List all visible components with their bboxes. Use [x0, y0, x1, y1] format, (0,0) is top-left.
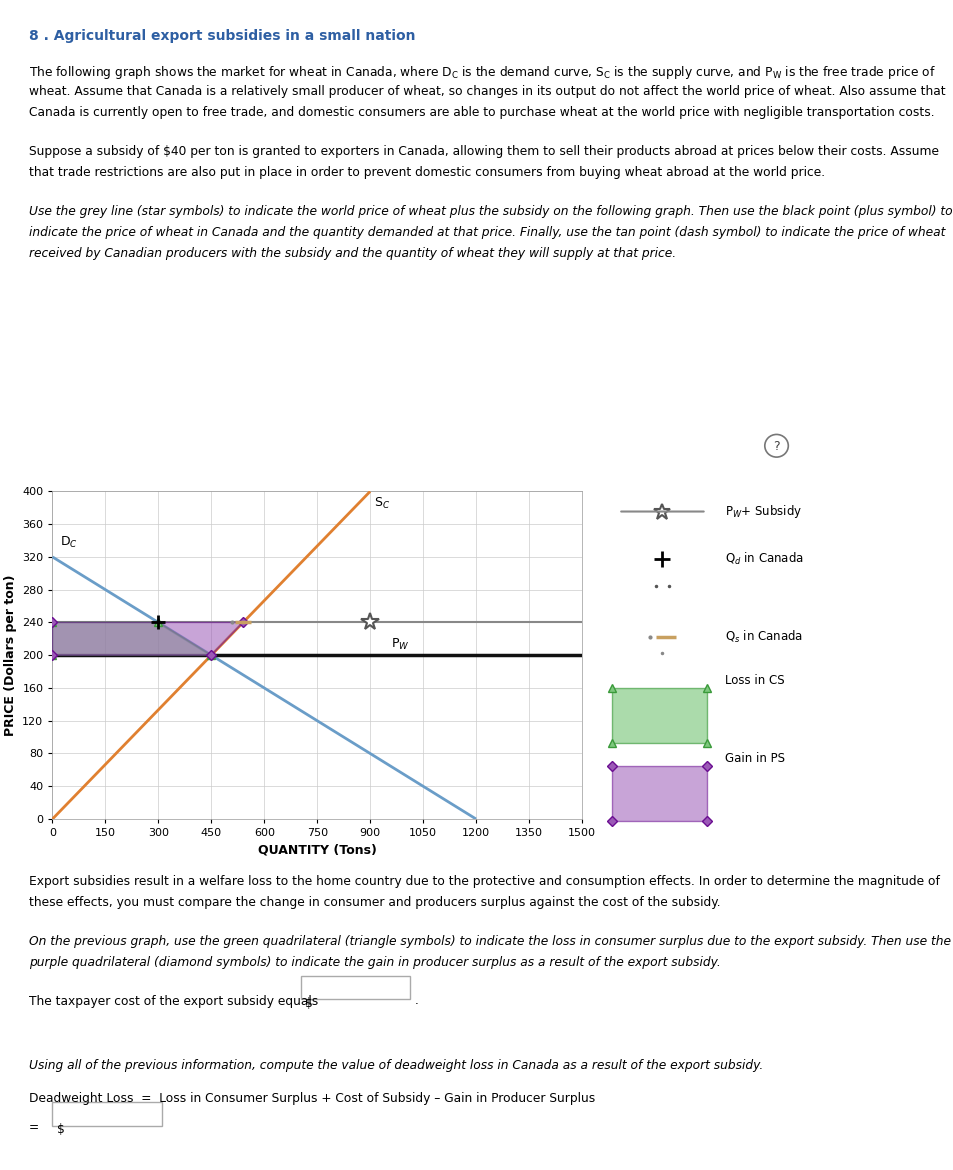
Text: .: .: [415, 994, 418, 1007]
Text: that trade restrictions are also put in place in order to prevent domestic consu: that trade restrictions are also put in …: [29, 166, 824, 179]
Text: Loss in CS: Loss in CS: [724, 674, 784, 687]
Text: Deadweight Loss  =  Loss in Consumer Surplus + Cost of Subsidy – Gain in Produce: Deadweight Loss = Loss in Consumer Surpl…: [29, 1092, 595, 1104]
Text: Canada is currently open to free trade, and domestic consumers are able to purch: Canada is currently open to free trade, …: [29, 106, 933, 119]
Text: Suppose a subsidy of $40 per ton is granted to exporters in Canada, allowing the: Suppose a subsidy of $40 per ton is gran…: [29, 145, 938, 158]
Text: D$_C$: D$_C$: [59, 535, 77, 550]
Text: ?: ?: [773, 440, 779, 453]
Polygon shape: [52, 622, 243, 655]
Text: The taxpayer cost of the export subsidy equals: The taxpayer cost of the export subsidy …: [29, 994, 321, 1007]
Text: The following graph shows the market for wheat in Canada, where D$_\mathregular{: The following graph shows the market for…: [29, 64, 935, 82]
X-axis label: QUANTITY (Tons): QUANTITY (Tons): [257, 844, 376, 856]
FancyBboxPatch shape: [612, 766, 706, 821]
Text: wheat. Assume that Canada is a relatively small producer of wheat, so changes in: wheat. Assume that Canada is a relativel…: [29, 85, 944, 98]
Text: 8 . Agricultural export subsidies in a small nation: 8 . Agricultural export subsidies in a s…: [29, 29, 415, 43]
Text: Q$_d$ in Canada: Q$_d$ in Canada: [724, 551, 803, 566]
Text: $: $: [305, 997, 313, 1010]
Text: Export subsidies result in a welfare loss to the home country due to the protect: Export subsidies result in a welfare los…: [29, 875, 939, 888]
Y-axis label: PRICE (Dollars per ton): PRICE (Dollars per ton): [4, 574, 16, 736]
Text: $: $: [57, 1123, 65, 1136]
Text: =: =: [29, 1121, 39, 1134]
Text: purple quadrilateral (diamond symbols) to indicate the gain in producer surplus : purple quadrilateral (diamond symbols) t…: [29, 956, 720, 969]
Text: indicate the price of wheat in Canada and the quantity demanded at that price. F: indicate the price of wheat in Canada an…: [29, 226, 944, 239]
Text: S$_C$: S$_C$: [374, 495, 390, 510]
Polygon shape: [52, 622, 212, 655]
Text: On the previous graph, use the green quadrilateral (triangle symbols) to indicat: On the previous graph, use the green qua…: [29, 935, 949, 948]
Text: Gain in PS: Gain in PS: [724, 752, 784, 765]
Text: P$_W$+ Subsidy: P$_W$+ Subsidy: [724, 503, 801, 519]
Text: these effects, you must compare the change in consumer and producers surplus aga: these effects, you must compare the chan…: [29, 896, 720, 909]
FancyBboxPatch shape: [612, 688, 706, 743]
Text: P$_W$: P$_W$: [391, 636, 410, 652]
Text: Q$_s$ in Canada: Q$_s$ in Canada: [724, 629, 802, 645]
Text: Using all of the previous information, compute the value of deadweight loss in C: Using all of the previous information, c…: [29, 1059, 762, 1072]
Text: received by Canadian producers with the subsidy and the quantity of wheat they w: received by Canadian producers with the …: [29, 247, 675, 260]
Text: Use the grey line (star symbols) to indicate the world price of wheat plus the s: Use the grey line (star symbols) to indi…: [29, 205, 951, 218]
